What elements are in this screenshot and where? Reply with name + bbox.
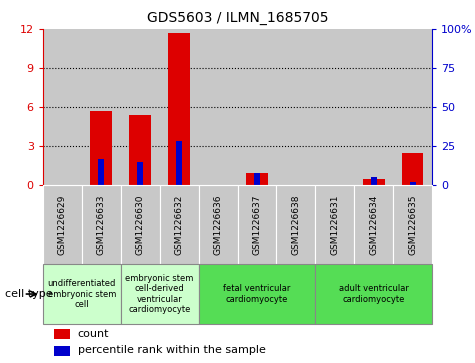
Text: GSM1226633: GSM1226633: [97, 195, 105, 255]
Text: GSM1226638: GSM1226638: [292, 195, 300, 255]
Bar: [354, 29, 393, 185]
Bar: [238, 29, 276, 185]
Bar: [129, 115, 151, 185]
Bar: [315, 29, 354, 185]
Text: percentile rank within the sample: percentile rank within the sample: [78, 345, 266, 355]
Text: GSM1226632: GSM1226632: [175, 195, 183, 255]
Bar: [43, 29, 82, 185]
Bar: [409, 182, 416, 185]
Bar: [55, 346, 70, 356]
Bar: [354, 185, 393, 265]
Text: undifferentiated
embryonic stem
cell: undifferentiated embryonic stem cell: [48, 279, 116, 309]
Bar: [402, 152, 424, 185]
Bar: [168, 33, 190, 185]
Bar: [98, 159, 104, 185]
Text: adult ventricular
cardiomyocyte: adult ventricular cardiomyocyte: [339, 284, 409, 304]
Bar: [238, 185, 276, 265]
Bar: [121, 264, 199, 324]
Bar: [121, 29, 160, 185]
Text: GSM1226631: GSM1226631: [331, 195, 339, 255]
Bar: [160, 29, 199, 185]
Bar: [82, 185, 121, 265]
Bar: [254, 173, 260, 185]
Bar: [90, 111, 112, 185]
Bar: [199, 264, 315, 324]
Bar: [199, 29, 238, 185]
Bar: [393, 185, 432, 265]
Bar: [43, 185, 82, 265]
Bar: [246, 174, 268, 185]
Text: GSM1226634: GSM1226634: [370, 195, 378, 255]
Bar: [393, 29, 432, 185]
Bar: [315, 185, 354, 265]
Bar: [55, 329, 70, 339]
Text: GSM1226629: GSM1226629: [58, 195, 66, 255]
Text: GSM1226637: GSM1226637: [253, 195, 261, 255]
Bar: [137, 162, 143, 185]
Bar: [363, 179, 385, 185]
Bar: [370, 178, 377, 185]
Bar: [82, 29, 121, 185]
Text: GSM1226636: GSM1226636: [214, 195, 222, 255]
Text: count: count: [78, 329, 109, 339]
Bar: [199, 185, 238, 265]
Bar: [276, 29, 315, 185]
Bar: [121, 185, 160, 265]
Bar: [176, 142, 182, 185]
Text: GSM1226630: GSM1226630: [136, 195, 144, 255]
Text: embryonic stem
cell-derived
ventricular
cardiomyocyte: embryonic stem cell-derived ventricular …: [125, 274, 194, 314]
Text: GSM1226635: GSM1226635: [408, 195, 417, 255]
Bar: [43, 264, 121, 324]
Bar: [276, 185, 315, 265]
Bar: [315, 264, 432, 324]
Bar: [160, 185, 199, 265]
Text: fetal ventricular
cardiomyocyte: fetal ventricular cardiomyocyte: [223, 284, 291, 304]
Title: GDS5603 / ILMN_1685705: GDS5603 / ILMN_1685705: [147, 11, 328, 25]
Text: cell type: cell type: [5, 289, 52, 299]
